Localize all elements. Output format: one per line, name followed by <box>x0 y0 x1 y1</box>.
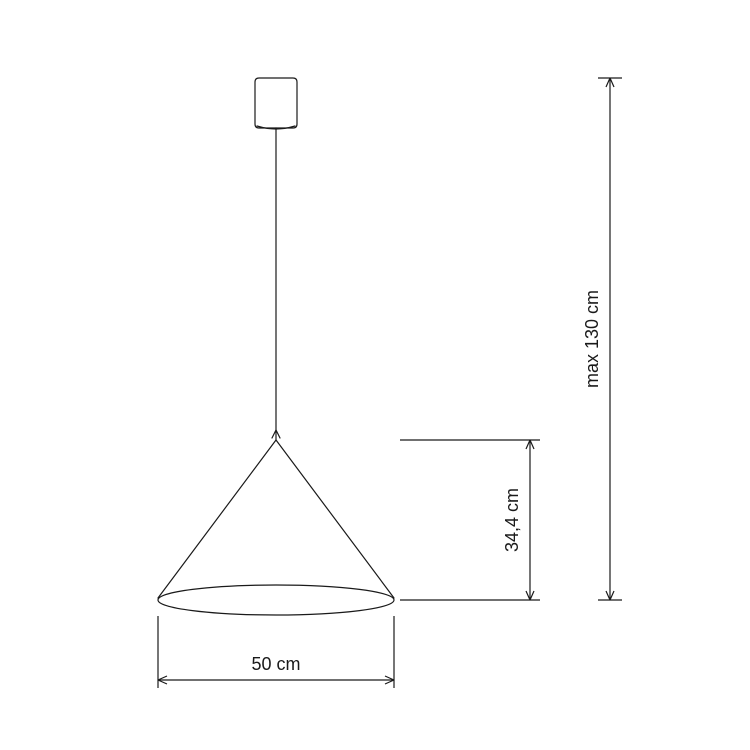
dimension-width-label: 50 cm <box>251 654 300 674</box>
technical-drawing: 50 cm 34,4 cm max 130 cm <box>0 0 750 750</box>
dimension-width: 50 cm <box>158 616 394 688</box>
dimension-shade-height-label: 34,4 cm <box>502 488 522 552</box>
cone-side-left <box>158 440 276 598</box>
canopy <box>255 78 297 128</box>
cone-side-right <box>276 440 394 598</box>
cone-base-ellipse <box>158 585 394 615</box>
dimension-total-height-label: max 130 cm <box>582 290 602 388</box>
lamp <box>158 78 394 615</box>
dimension-shade-height: 34,4 cm <box>400 440 540 600</box>
dimension-total-height: max 130 cm <box>582 78 622 600</box>
